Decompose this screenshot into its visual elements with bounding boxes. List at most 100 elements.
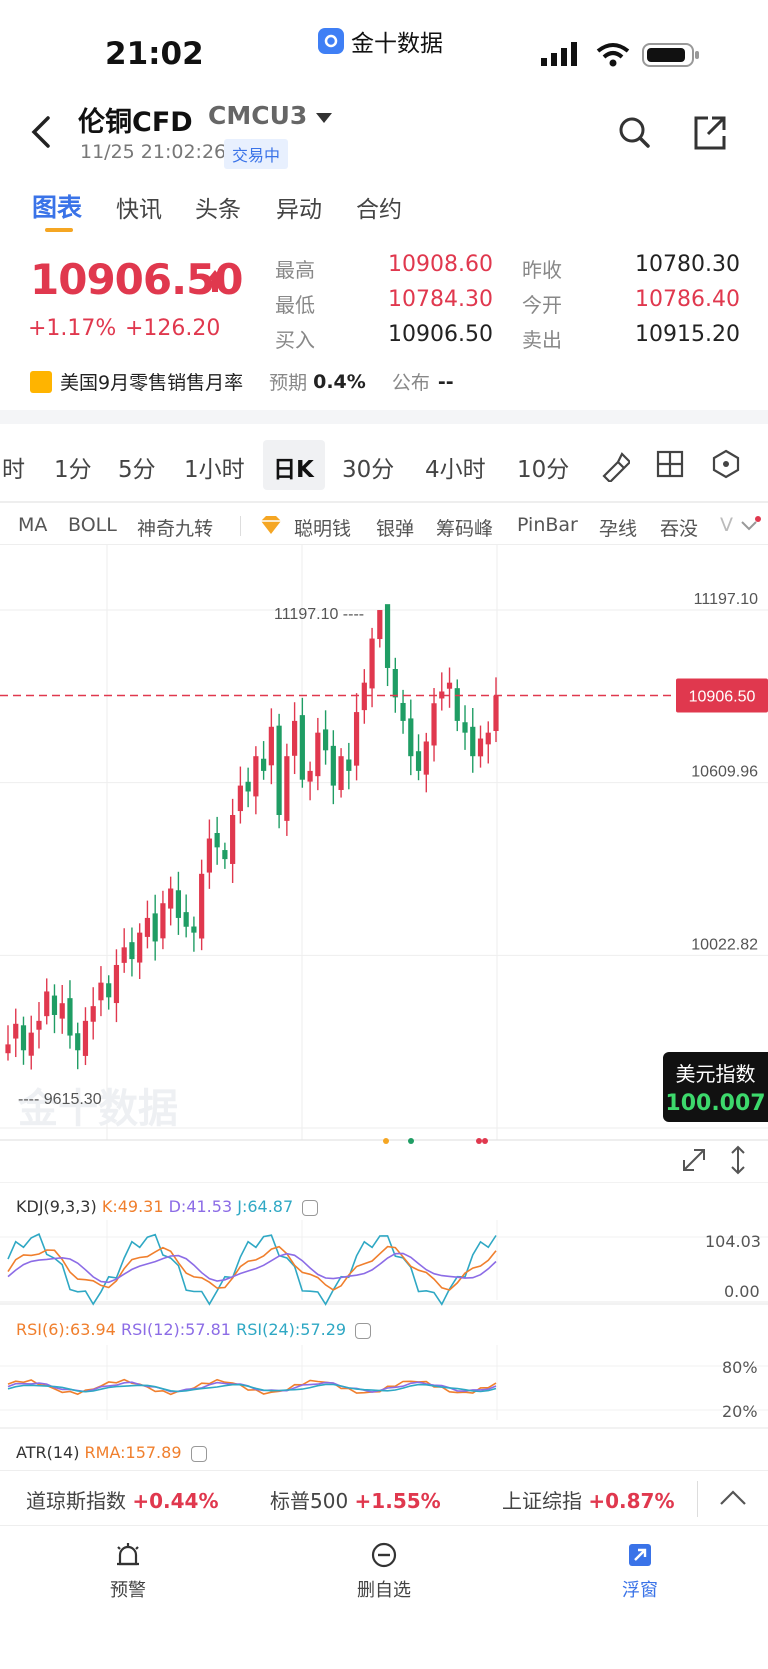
index-ticker-bar[interactable]: 道琼斯指数 +0.44% 标普500 +1.55% 上证综指 +0.87% bbox=[0, 1470, 768, 1526]
diamond-icon bbox=[261, 516, 281, 534]
period-1min[interactable]: 1分 bbox=[54, 457, 92, 483]
ticker-dow[interactable]: 道琼斯指数 +0.44% bbox=[26, 1485, 219, 1514]
ask-label: 卖出 bbox=[522, 328, 562, 352]
candle-body bbox=[330, 745, 336, 786]
y-tick-label: 10022.82 bbox=[691, 936, 758, 953]
arrow-up-icon bbox=[207, 270, 223, 292]
dollar-index-widget[interactable]: 美元指数 100.007 bbox=[663, 1052, 768, 1122]
candle-body bbox=[276, 725, 282, 816]
nav-alert[interactable]: 预警 bbox=[68, 1540, 188, 1602]
watermark: 金十数据 bbox=[17, 1086, 178, 1132]
rsi-6-line bbox=[7, 1378, 497, 1396]
settings-icon[interactable] bbox=[190, 1445, 207, 1462]
forecast-value: 0.4% bbox=[313, 370, 366, 393]
tab-headlines[interactable]: 头条 bbox=[195, 197, 241, 223]
dxy-value: 100.007 bbox=[665, 1091, 766, 1116]
prev-close-label: 昨收 bbox=[522, 258, 562, 282]
chart-line-icon bbox=[30, 370, 52, 393]
back-button[interactable] bbox=[28, 112, 58, 152]
divider bbox=[697, 1481, 698, 1517]
drawing-tool-icon[interactable] bbox=[598, 448, 630, 482]
kdj-d: D:41.53 bbox=[168, 1197, 233, 1216]
nav-floating-window[interactable]: 浮窗 bbox=[580, 1540, 700, 1602]
share-icon[interactable] bbox=[692, 114, 728, 152]
ask-value: 10915.20 bbox=[635, 322, 740, 347]
ticker-sp500[interactable]: 标普500 +1.55% bbox=[270, 1485, 441, 1514]
indicator-chip-peak[interactable]: 筹码峰 bbox=[436, 518, 494, 540]
candle-body bbox=[268, 726, 274, 766]
nav-label: 浮窗 bbox=[622, 1580, 658, 1601]
kdj-k-line bbox=[7, 1245, 497, 1291]
indicator-panels bbox=[0, 1182, 768, 1429]
vertical-resize-icon[interactable] bbox=[727, 1144, 749, 1176]
settings-icon[interactable] bbox=[302, 1199, 319, 1216]
candle-body bbox=[152, 913, 158, 942]
indicator-ma[interactable]: MA bbox=[18, 514, 48, 536]
period-timeshare[interactable]: 时 bbox=[2, 457, 25, 483]
period-30min[interactable]: 30分 bbox=[342, 457, 395, 483]
indicator-more[interactable]: V bbox=[720, 514, 733, 536]
grid-layout-icon[interactable] bbox=[655, 449, 685, 479]
ticker-name: 上证综指 bbox=[502, 1489, 582, 1513]
candle-body bbox=[415, 751, 422, 771]
candle-body bbox=[106, 983, 112, 998]
kdj-j: J:64.87 bbox=[237, 1197, 294, 1216]
rsi-tick-top: 80% bbox=[722, 1358, 758, 1377]
indicator-td9[interactable]: 神奇九转 bbox=[137, 518, 214, 540]
candle-body bbox=[168, 888, 174, 909]
tab-movements[interactable]: 异动 bbox=[276, 197, 322, 223]
search-icon[interactable] bbox=[616, 112, 652, 152]
open-value: 10786.40 bbox=[635, 287, 740, 312]
nav-remove-watchlist[interactable]: 删自选 bbox=[324, 1540, 444, 1602]
indicator-pinbar[interactable]: PinBar bbox=[517, 514, 578, 536]
candle-body bbox=[322, 729, 329, 751]
tab-chart[interactable]: 图表 bbox=[32, 193, 83, 222]
indicator-smart-money[interactable]: 聪明钱 bbox=[294, 518, 352, 540]
settings-icon[interactable] bbox=[355, 1322, 372, 1339]
economic-event-row[interactable]: 美国9月零售销售月率 预期 0.4% 公布 -- bbox=[30, 368, 454, 395]
app-indicator: 金十数据 bbox=[318, 24, 443, 58]
period-5min[interactable]: 5分 bbox=[118, 457, 156, 483]
period-10min[interactable]: 10分 bbox=[517, 457, 570, 483]
y-tick-label: 10609.96 bbox=[691, 764, 758, 781]
indicator-engulfing[interactable]: 吞没 bbox=[660, 518, 699, 540]
current-price-tag bbox=[676, 678, 768, 713]
chevron-up-icon[interactable] bbox=[718, 1487, 748, 1509]
expand-icon[interactable] bbox=[680, 1146, 708, 1174]
indicator-boll[interactable]: BOLL bbox=[68, 514, 117, 536]
tab-news-flash[interactable]: 快讯 bbox=[116, 197, 162, 223]
instrument-title: 伦铜CFD bbox=[78, 107, 193, 138]
candle-body bbox=[400, 702, 406, 721]
candlestick-chart[interactable]: 金十数据 11197.1010609.9610022.829435.6808-2… bbox=[0, 545, 768, 1145]
candle-body bbox=[160, 903, 166, 939]
indicator-harami[interactable]: 孕线 bbox=[599, 518, 638, 540]
settings-hexagon-icon[interactable] bbox=[710, 448, 742, 480]
ticker-name: 道琼斯指数 bbox=[26, 1489, 126, 1513]
bid-value: 10906.50 bbox=[388, 322, 493, 347]
period-1hour[interactable]: 1小时 bbox=[184, 457, 245, 483]
candle-body bbox=[245, 781, 251, 792]
period-4hour[interactable]: 4小时 bbox=[425, 457, 486, 483]
chevron-down-icon[interactable] bbox=[316, 113, 332, 123]
candle-body bbox=[439, 691, 445, 699]
tab-contracts[interactable]: 合约 bbox=[356, 197, 402, 223]
low-label: 最低 bbox=[275, 293, 315, 317]
period-daily[interactable]: 日K bbox=[273, 457, 314, 483]
candle-body bbox=[462, 722, 468, 733]
candle-body bbox=[20, 1025, 27, 1051]
candle-body bbox=[82, 1020, 89, 1056]
contract-code-selector[interactable]: CMCU3 bbox=[208, 101, 308, 130]
change-percent: +1.17% bbox=[28, 316, 117, 341]
trade-status-badge: 交易中 bbox=[224, 139, 289, 169]
candle-body bbox=[377, 610, 383, 640]
atr-rma: RMA:157.89 bbox=[84, 1443, 182, 1462]
section-divider bbox=[0, 410, 768, 424]
candle-body bbox=[199, 873, 205, 939]
indicator-divider bbox=[240, 516, 241, 536]
indicator-silver-bullet[interactable]: 银弹 bbox=[376, 518, 415, 540]
actual-value: -- bbox=[437, 370, 454, 393]
ticker-sse[interactable]: 上证综指 +0.87% bbox=[502, 1485, 675, 1514]
chevron-down-icon[interactable] bbox=[738, 516, 762, 536]
battery-icon bbox=[642, 43, 699, 67]
candle-body bbox=[51, 995, 58, 1015]
